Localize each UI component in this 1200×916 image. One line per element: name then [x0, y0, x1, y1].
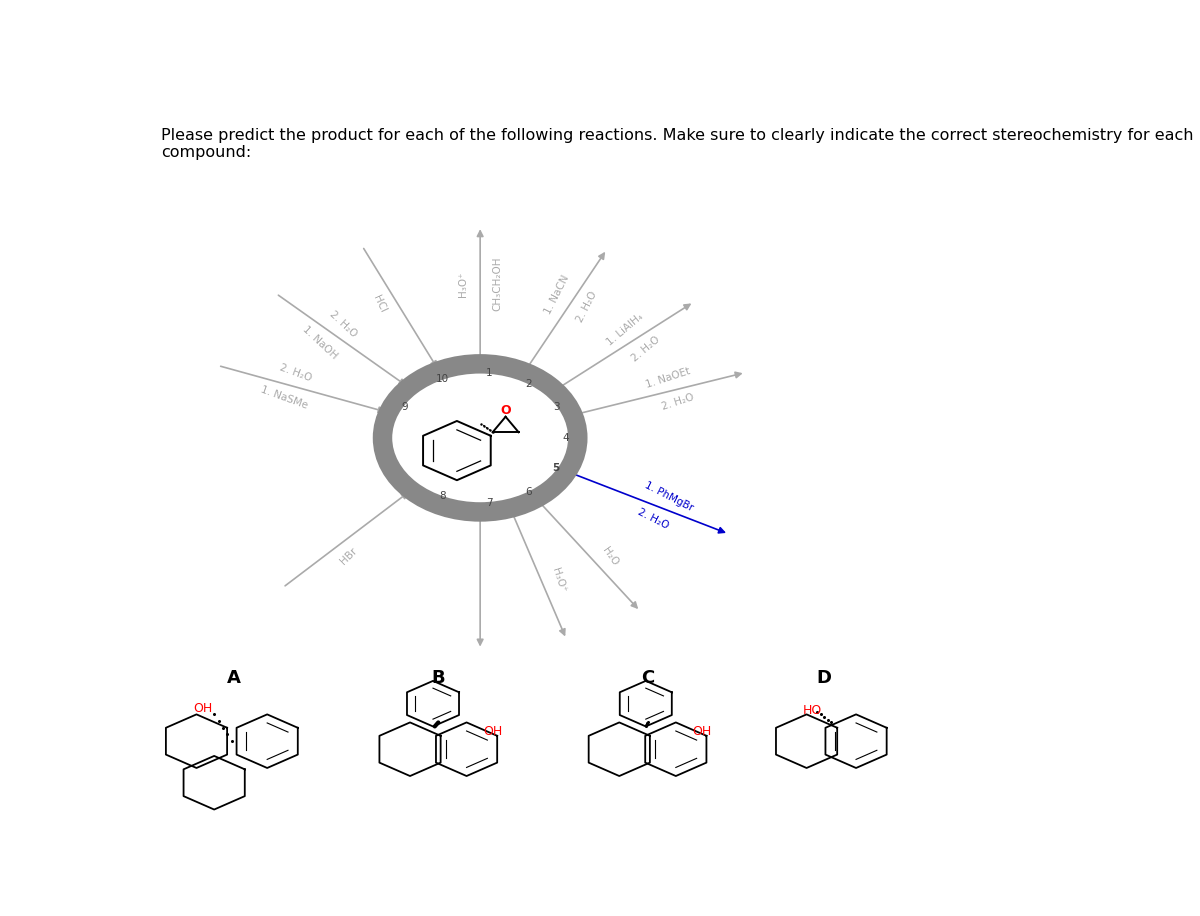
Text: B: B: [432, 669, 445, 687]
Text: A: A: [227, 669, 241, 687]
Text: 4: 4: [563, 433, 569, 443]
Text: 2: 2: [524, 379, 532, 389]
Text: 1. NaSMe: 1. NaSMe: [259, 384, 308, 410]
Text: 3: 3: [553, 402, 559, 412]
Text: HBr: HBr: [338, 545, 359, 566]
Text: 2. H₂O: 2. H₂O: [661, 393, 696, 412]
Text: 2. H₂O: 2. H₂O: [278, 363, 313, 384]
Text: 1. NaOEt: 1. NaOEt: [644, 366, 691, 390]
Text: 2. H₂O: 2. H₂O: [636, 507, 671, 531]
Text: OH: OH: [484, 725, 503, 738]
Text: 1. PhMgBr: 1. PhMgBr: [642, 480, 695, 513]
Text: HO: HO: [803, 703, 822, 717]
Text: 8: 8: [439, 492, 445, 501]
Text: 2. H₂O: 2. H₂O: [630, 334, 662, 364]
Text: 2. H₂O: 2. H₂O: [575, 289, 599, 323]
Text: O: O: [500, 404, 511, 417]
Text: 1. NaOH: 1. NaOH: [301, 324, 340, 361]
Text: H₃O⁺: H₃O⁺: [458, 271, 468, 297]
Text: 1: 1: [486, 368, 492, 378]
Text: Please predict the product for each of the following reactions. Make sure to cle: Please predict the product for each of t…: [161, 127, 1194, 143]
Text: 1. LiAlH₄: 1. LiAlH₄: [605, 311, 644, 347]
Text: 2. H₂O: 2. H₂O: [328, 309, 359, 339]
Text: H₃O⁺: H₃O⁺: [550, 566, 568, 594]
Text: 6: 6: [524, 487, 532, 496]
Text: OH: OH: [193, 703, 212, 715]
Text: 10: 10: [436, 375, 449, 385]
Text: HCl: HCl: [371, 293, 388, 314]
Text: 7: 7: [486, 497, 492, 507]
Text: OH: OH: [692, 725, 712, 738]
Text: 9: 9: [401, 402, 408, 412]
Text: 5: 5: [552, 463, 559, 474]
Text: C: C: [641, 669, 654, 687]
Text: compound:: compound:: [161, 146, 252, 160]
Text: CH₃CH₂OH: CH₃CH₂OH: [492, 256, 502, 311]
Text: H₂O: H₂O: [600, 546, 620, 568]
Text: D: D: [817, 669, 832, 687]
Text: 1. NaCN: 1. NaCN: [544, 274, 571, 316]
Circle shape: [400, 376, 562, 499]
